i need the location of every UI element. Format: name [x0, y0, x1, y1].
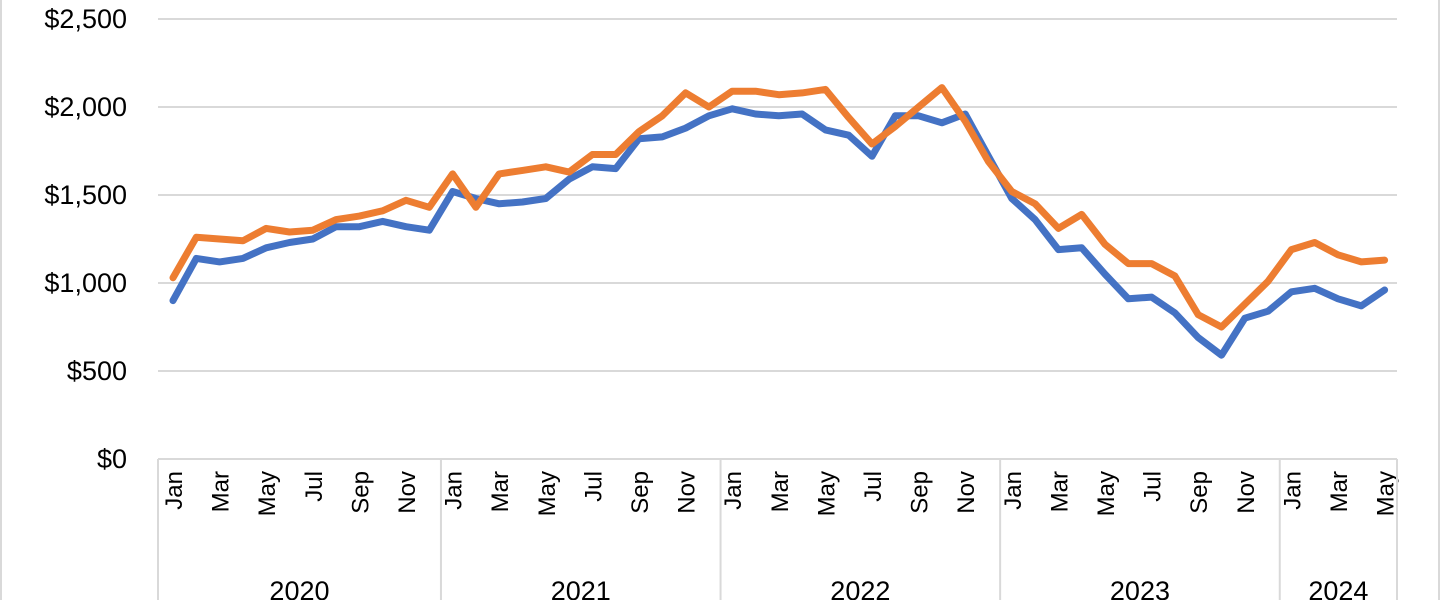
gridlines: [158, 18, 1397, 372]
x-tick-label-month: Nov: [953, 471, 980, 514]
x-tick-label-month: May: [1093, 471, 1120, 516]
series-lines: [169, 84, 1389, 359]
x-tick-label-month: Mar: [767, 471, 794, 512]
x-tick-label-month: Jul: [1140, 471, 1167, 502]
x-tick-label-month: Nov: [1233, 471, 1260, 514]
x-tick-label-month: Sep: [627, 471, 654, 514]
x-tick-label-month: Sep: [1186, 471, 1213, 514]
x-tick-label-month: Sep: [347, 471, 374, 514]
y-tick-label: $0: [97, 444, 127, 474]
x-tick-label-month: Jan: [1279, 471, 1306, 510]
x-tick-label-month: May: [534, 471, 561, 516]
x-tick-label-month: Mar: [1326, 471, 1353, 512]
y-tick-label: $500: [67, 356, 127, 386]
x-tick-label-year: 2021: [551, 576, 611, 600]
x-tick-label-month: Jul: [301, 471, 328, 502]
y-tick-label: $1,000: [44, 268, 127, 298]
x-tick-label-month: May: [254, 471, 281, 516]
x-tick-label-month: Jan: [720, 471, 747, 510]
x-tick-label-month: Mar: [1046, 471, 1073, 512]
y-axis-tick-labels: $0 $500 $1,000 $1,500 $2,000 $2,500: [44, 4, 127, 474]
x-tick-label-month: Sep: [907, 471, 934, 514]
x-tick-label-month: Jul: [860, 471, 887, 502]
y-tick-label: $2,000: [44, 92, 127, 122]
x-tick-label-year: 2022: [830, 576, 890, 600]
x-tick-label-year: 2024: [1308, 576, 1368, 600]
x-tick-label-year: 2023: [1110, 576, 1170, 600]
x-tick-label-month: Nov: [674, 471, 701, 514]
x-tick-label-month: Mar: [208, 471, 235, 512]
y-tick-label: $2,500: [44, 4, 127, 34]
x-tick-label-month: Nov: [394, 471, 421, 514]
x-tick-label-month: Jan: [1000, 471, 1027, 510]
y-tick-label: $1,500: [44, 180, 127, 210]
x-tick-label-month: Jan: [441, 471, 468, 510]
x-tick-label-year: 2020: [269, 576, 329, 600]
series-line-1: [169, 105, 1389, 359]
series-line-2: [169, 84, 1389, 331]
x-tick-label-month: Mar: [487, 471, 514, 512]
x-tick-label-month: May: [813, 471, 840, 516]
x-tick-label-month: Jan: [161, 471, 188, 510]
x-tick-label-month: May: [1373, 471, 1400, 516]
x-tick-label-month: Jul: [580, 471, 607, 502]
